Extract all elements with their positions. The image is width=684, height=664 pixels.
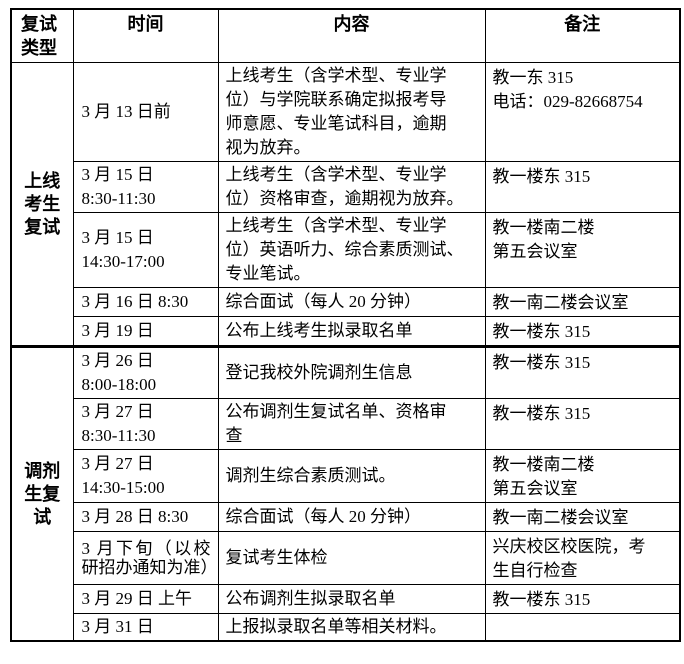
table-row: 3 月 27 日 14:30-15:00 调剂生综合素质测试。 教一楼南二楼 第五会… bbox=[11, 449, 681, 503]
content-cell: 上线考生（含学术型、专业学 位）资格审查，逾期视为放弃。 bbox=[217, 161, 486, 213]
header-note: 备注 bbox=[484, 8, 681, 63]
time-cell: 3 月 27 日 8:30-11:30 bbox=[72, 398, 219, 450]
time-cell: 3 月 16 日 8:30 bbox=[72, 287, 219, 317]
content-cell: 上报拟录取名单等相关材料。 bbox=[217, 613, 486, 642]
table-row: 上线 考生 复试 3 月 13 日前 上线考生（含学术型、专业学 位）与学院联系确定… bbox=[10, 62, 681, 347]
header-content: 内容 bbox=[217, 8, 486, 63]
note-cell bbox=[484, 613, 681, 642]
note-cell: 教一楼东 315 bbox=[484, 161, 681, 213]
time-cell: 3 月 28 日 8:30 bbox=[72, 502, 219, 532]
content-cell: 上线考生（含学术型、专业学 位）与学院联系确定拟报考导 师意愿、专业笔试科目，逾… bbox=[217, 62, 486, 162]
note-cell: 教一楼东 315 bbox=[484, 398, 681, 450]
header-time: 时间 bbox=[72, 8, 219, 63]
retest-type-cell: 上线 考生 复试 bbox=[10, 62, 74, 347]
content-cell: 公布调剂生复试名单、资格审 查 bbox=[217, 398, 486, 450]
table-row: 3 月 29 日 上午 公布调剂生拟录取名单 教一楼东 315 bbox=[11, 584, 681, 614]
time-cell: 3 月 19 日 bbox=[72, 316, 219, 347]
time-cell: 3 月 26 日 8:00-18:00 bbox=[72, 345, 219, 399]
table-row: 3 月 15 日 14:30-17:00 上线考生（含学术型、专业学 位）英语听力… bbox=[11, 212, 681, 288]
header-row: 复试 类型 时间 内容 备注 bbox=[10, 8, 681, 63]
note-cell: 教一东 315 电话：029-82668754 bbox=[484, 62, 681, 162]
time-cell: 3 月 15 日 8:30-11:30 bbox=[72, 161, 219, 213]
content-cell: 调剂生综合素质测试。 bbox=[217, 449, 486, 503]
table-row: 3 月下旬（以校研招办通知为准） 复试考生体检 兴庆校区校医院，考 生自行检查 bbox=[11, 531, 681, 585]
content-cell: 公布上线考生拟录取名单 bbox=[217, 316, 486, 347]
note-cell: 教一楼东 315 bbox=[484, 584, 681, 614]
note-cell: 教一南二楼会议室 bbox=[484, 502, 681, 532]
table-row: 3 月 28 日 8:30 综合面试（每人 20 分钟） 教一南二楼会议室 bbox=[11, 502, 681, 532]
content-cell: 综合面试（每人 20 分钟） bbox=[217, 287, 486, 317]
note-cell: 兴庆校区校医院，考 生自行检查 bbox=[484, 531, 681, 585]
time-cell: 3 月 29 日 上午 bbox=[72, 584, 219, 614]
reexam-schedule-table: 复试 类型 时间 内容 备注 上线 考生 复试 3 月 13 日前 上线考生（含学术… bbox=[10, 8, 681, 642]
time-cell: 3 月下旬（以校研招办通知为准） bbox=[72, 531, 219, 585]
section-online-candidates: 上线 考生 复试 3 月 13 日前 上线考生（含学术型、专业学 位）与学院联系确定… bbox=[10, 62, 681, 347]
note-cell: 教一楼南二楼 第五会议室 bbox=[484, 449, 681, 503]
table-row: 3 月 15 日 8:30-11:30 上线考生（含学术型、专业学 位）资格审查，… bbox=[11, 161, 681, 213]
content-cell: 复试考生体检 bbox=[217, 531, 486, 585]
header-retest-type: 复试 类型 bbox=[10, 8, 74, 63]
retest-type-cell: 调剂 生复 试 bbox=[10, 345, 74, 642]
content-cell: 上线考生（含学术型、专业学 位）英语听力、综合素质测试、 专业笔试。 bbox=[217, 212, 486, 288]
note-cell: 教一楼东 315 bbox=[484, 345, 681, 399]
note-cell: 教一楼东 315 bbox=[484, 316, 681, 347]
table-row: 3 月 16 日 8:30 综合面试（每人 20 分钟） 教一南二楼会议室 bbox=[11, 287, 681, 317]
time-cell: 3 月 31 日 bbox=[72, 613, 219, 642]
content-cell: 综合面试（每人 20 分钟） bbox=[217, 502, 486, 532]
table-row: 3 月 27 日 8:30-11:30 公布调剂生复试名单、资格审 查教一楼东 3… bbox=[11, 398, 681, 450]
table-row: 3 月 19 日公布上线考生拟录取名单 教一楼东 315 bbox=[11, 316, 681, 347]
note-cell: 教一楼南二楼 第五会议室 bbox=[484, 212, 681, 288]
content-cell: 登记我校外院调剂生信息 bbox=[217, 345, 486, 399]
content-cell: 公布调剂生拟录取名单 bbox=[217, 584, 486, 614]
time-cell: 3 月 13 日前 bbox=[72, 62, 219, 162]
time-cell: 3 月 27 日 14:30-15:00 bbox=[72, 449, 219, 503]
note-cell: 教一南二楼会议室 bbox=[484, 287, 681, 317]
time-cell: 3 月 15 日 14:30-17:00 bbox=[72, 212, 219, 288]
table-row: 3 月 31 日上报拟录取名单等相关材料。 bbox=[11, 613, 681, 642]
